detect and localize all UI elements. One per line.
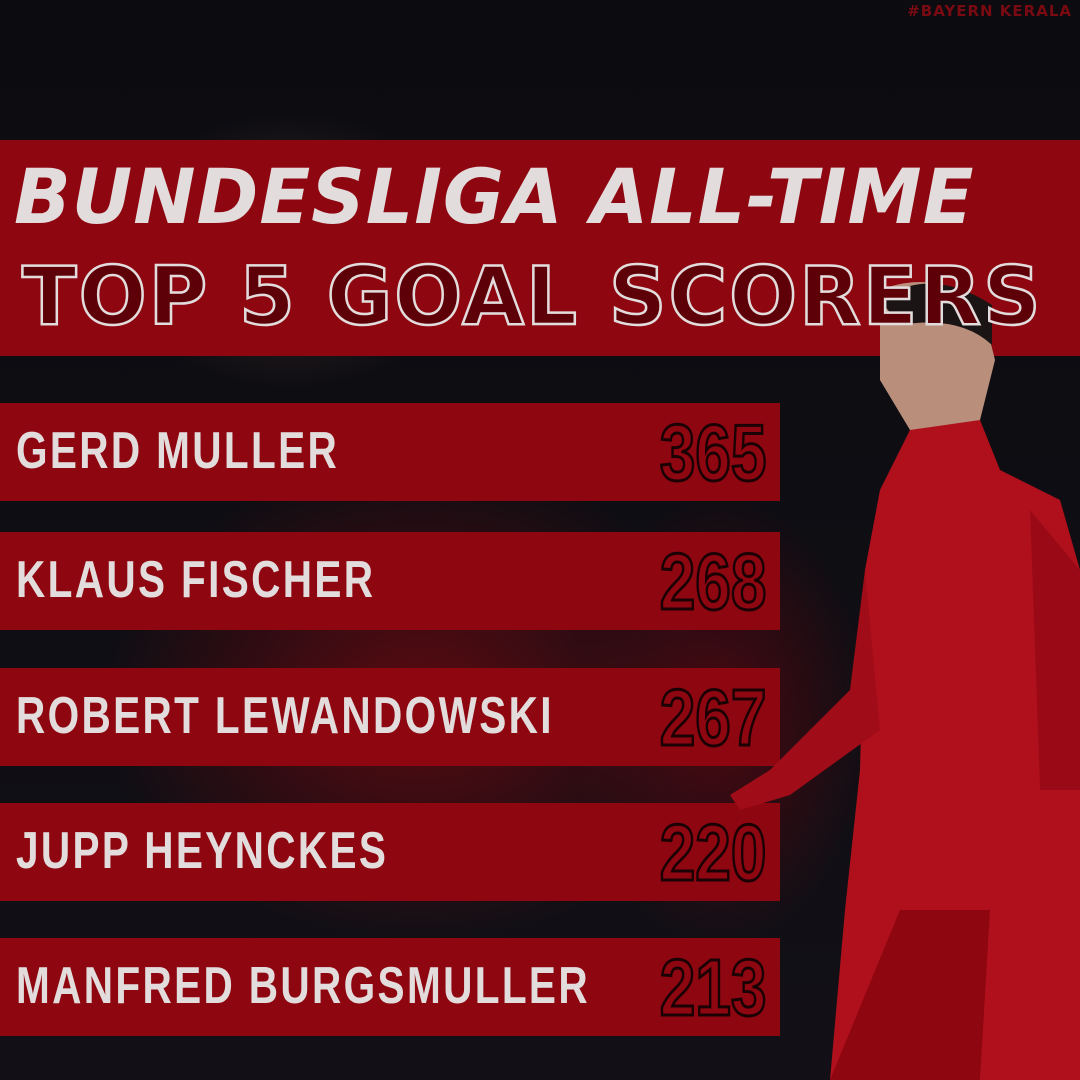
player-cutout-image — [730, 282, 1080, 1080]
scorer-name: JUPP HEYNCKES — [16, 822, 389, 880]
watermark: #BAYERN KERALA — [907, 2, 1072, 20]
scorer-row: KLAUS FISCHER 268 — [0, 532, 780, 630]
scorer-name: MANFRED BURGSMULLER — [16, 957, 590, 1015]
scorer-name: KLAUS FISCHER — [16, 551, 376, 609]
title-line-2: TOP 5 GOAL SCORERS — [21, 249, 1043, 345]
scorer-goals: 213 — [658, 942, 767, 1034]
scorer-row: JUPP HEYNCKES 220 — [0, 803, 780, 901]
title-line-1: BUNDESLIGA ALL-TIME — [14, 152, 975, 241]
scorer-name: ROBERT LEWANDOWSKI — [16, 687, 554, 745]
scorer-goals: 267 — [658, 672, 767, 764]
scorer-name: GERD MULLER — [16, 422, 340, 480]
scorer-goals: 365 — [658, 407, 767, 499]
scorer-row: MANFRED BURGSMULLER 213 — [0, 938, 780, 1036]
scorer-goals: 220 — [658, 807, 767, 899]
scorer-row: GERD MULLER 365 — [0, 403, 780, 501]
scorer-row: ROBERT LEWANDOWSKI 267 — [0, 668, 780, 766]
scorer-goals: 268 — [658, 536, 767, 628]
